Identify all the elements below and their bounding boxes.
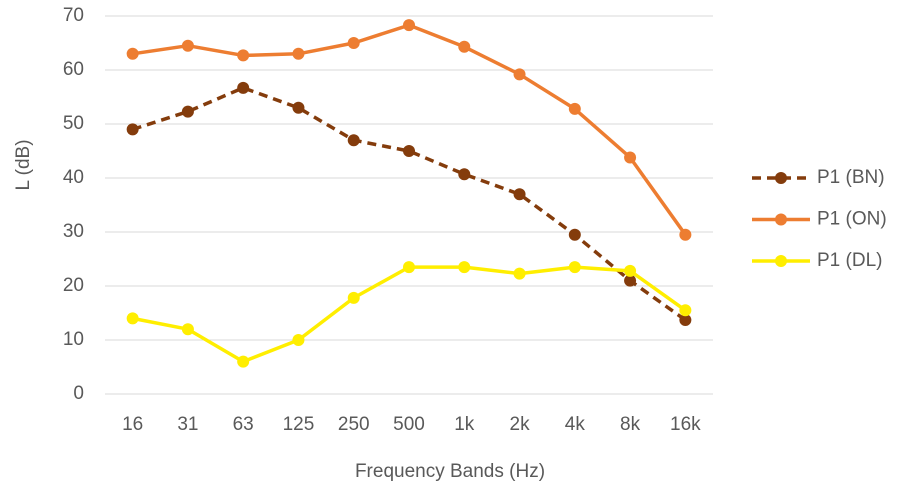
series-line — [132, 265, 687, 364]
data-point — [403, 261, 415, 274]
y-tick-label: 30 — [63, 221, 84, 242]
x-tick-label: 250 — [338, 414, 370, 435]
x-tick-label: 63 — [233, 414, 254, 435]
data-point — [403, 19, 415, 32]
data-point — [181, 323, 194, 336]
y-tick-label: 0 — [73, 383, 84, 404]
legend-label: P1 (BN) — [817, 167, 885, 188]
series-line — [132, 23, 687, 236]
data-point — [513, 188, 526, 201]
data-point — [347, 291, 360, 304]
data-point — [292, 334, 305, 346]
data-point — [679, 314, 692, 327]
y-tick-label: 40 — [63, 167, 84, 188]
data-point — [181, 39, 194, 52]
data-point — [292, 101, 305, 114]
data-point — [679, 304, 692, 317]
x-tick-label: 16 — [122, 414, 143, 435]
x-tick-label: 16k — [670, 414, 701, 435]
data-point — [126, 312, 139, 325]
data-point — [403, 145, 415, 157]
legend-label: P1 (DL) — [817, 250, 882, 271]
x-axis-label: Frequency Bands (Hz) — [355, 461, 545, 482]
data-point — [347, 134, 360, 147]
data-point — [458, 40, 471, 53]
x-tick-label: 4k — [565, 414, 586, 435]
x-tick-label: 1k — [454, 414, 475, 435]
data-point — [458, 261, 471, 274]
data-point — [237, 355, 250, 368]
data-point — [513, 68, 526, 81]
data-point — [568, 261, 581, 274]
data-point — [568, 228, 581, 241]
data-point — [624, 274, 637, 287]
legend-marker — [775, 255, 787, 267]
y-axis-label: L (dB) — [13, 139, 34, 190]
legend-marker — [775, 213, 787, 226]
y-tick-label: 60 — [63, 59, 84, 80]
y-tick-label: 50 — [63, 113, 84, 134]
legend-marker — [775, 172, 787, 184]
series-line — [132, 86, 687, 322]
y-tick-label: 70 — [63, 5, 84, 26]
y-tick-label: 10 — [63, 329, 84, 350]
legend-label: P1 (ON) — [817, 209, 887, 230]
data-point — [513, 267, 526, 280]
data-point — [624, 264, 637, 277]
data-point — [679, 228, 692, 241]
data-point — [237, 49, 250, 62]
data-point — [181, 105, 194, 118]
data-point — [347, 37, 360, 49]
data-point — [624, 151, 637, 164]
data-point — [568, 102, 581, 115]
x-tick-label: 2k — [510, 414, 531, 435]
x-tick-label: 500 — [393, 414, 425, 435]
data-point — [237, 81, 250, 94]
x-tick-label: 125 — [283, 414, 315, 435]
x-tick-label: 31 — [177, 414, 198, 435]
data-point — [126, 123, 139, 136]
data-point — [126, 47, 139, 60]
data-point — [458, 168, 471, 181]
x-tick-label: 8k — [620, 414, 641, 435]
y-tick-label: 20 — [63, 275, 84, 296]
data-point — [292, 47, 305, 60]
